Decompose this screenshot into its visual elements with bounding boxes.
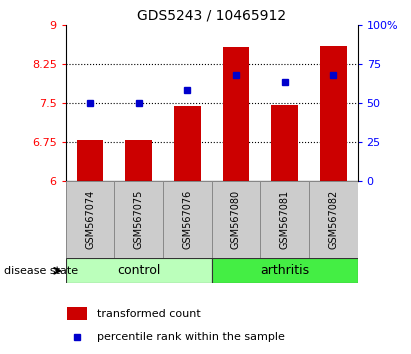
Bar xyxy=(320,46,346,181)
Bar xyxy=(212,258,358,283)
Text: control: control xyxy=(117,264,160,277)
Bar xyxy=(309,181,358,258)
Bar xyxy=(67,307,87,320)
Bar xyxy=(260,181,309,258)
Text: arthritis: arthritis xyxy=(260,264,309,277)
Text: transformed count: transformed count xyxy=(97,309,201,319)
Bar xyxy=(212,181,260,258)
Bar xyxy=(223,47,249,181)
Text: GSM567081: GSM567081 xyxy=(279,190,290,249)
Title: GDS5243 / 10465912: GDS5243 / 10465912 xyxy=(137,8,286,22)
Text: GSM567075: GSM567075 xyxy=(134,190,144,249)
Text: disease state: disease state xyxy=(4,266,78,276)
Bar xyxy=(77,140,104,181)
Text: GSM567080: GSM567080 xyxy=(231,190,241,249)
Text: GSM567082: GSM567082 xyxy=(328,190,338,249)
Bar xyxy=(66,258,212,283)
Text: GSM567076: GSM567076 xyxy=(182,190,192,249)
Bar xyxy=(271,105,298,181)
Bar xyxy=(66,181,114,258)
Text: percentile rank within the sample: percentile rank within the sample xyxy=(97,332,285,342)
Bar xyxy=(163,181,212,258)
Bar xyxy=(114,181,163,258)
Text: GSM567074: GSM567074 xyxy=(85,190,95,249)
Bar xyxy=(125,139,152,181)
Bar xyxy=(174,106,201,181)
